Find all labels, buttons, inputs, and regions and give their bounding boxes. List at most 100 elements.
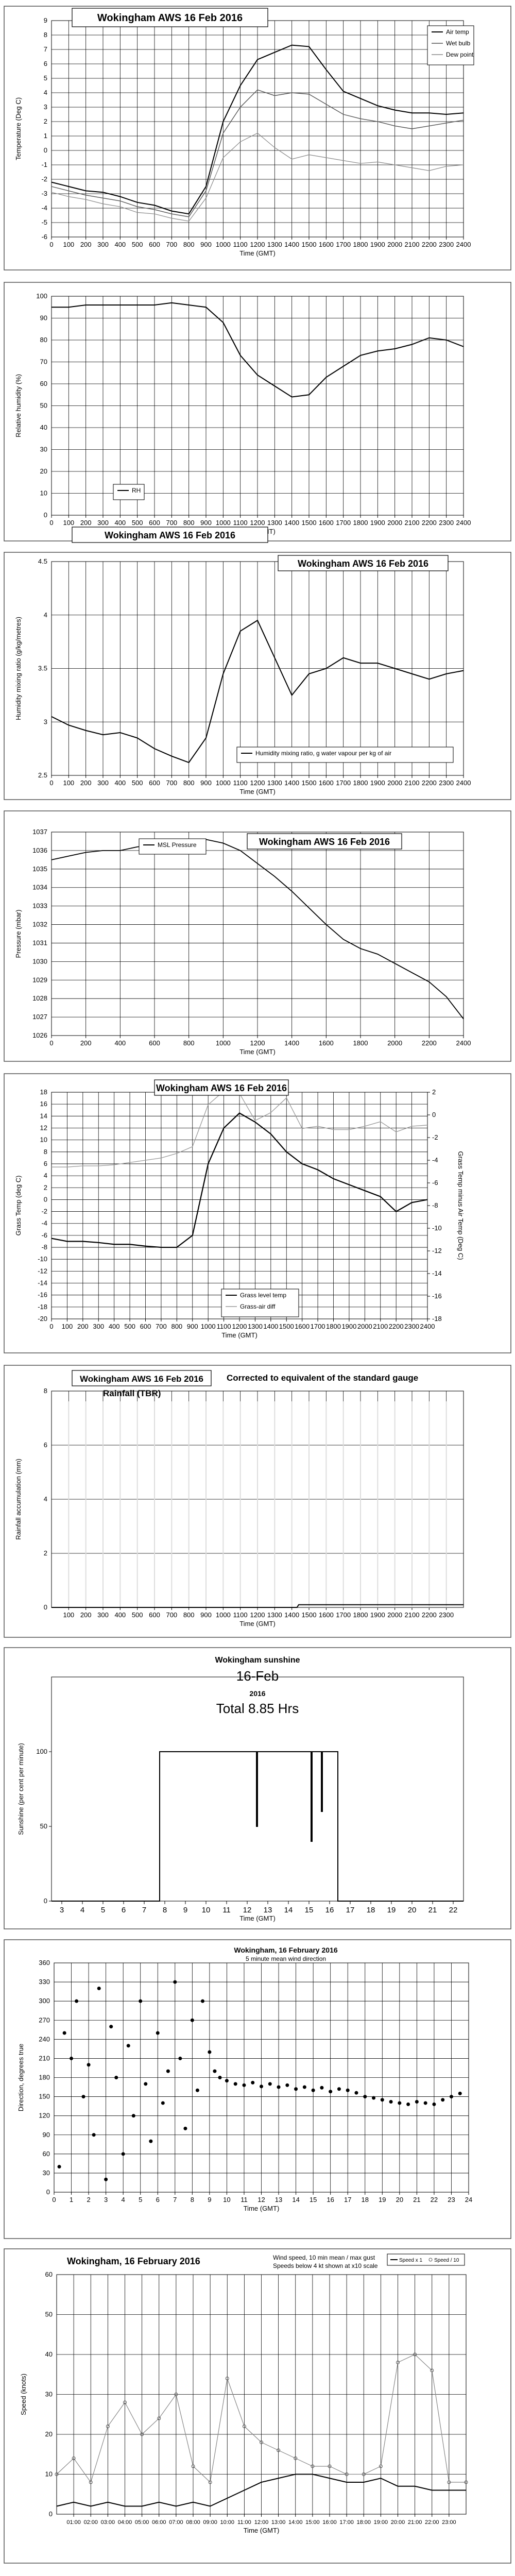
x-tick-label: 200 [80, 1039, 92, 1047]
x-tick-label: 800 [171, 1323, 182, 1330]
chart-panel-1: -6 -5 -4 -3 -2 -1 0 1 2 3 4 5 6 7 8 9 0 100 200 300 400 500 60… [4, 6, 511, 270]
x-tick-label: 1600 [319, 779, 334, 787]
x-tick-label: 1100 [233, 1611, 248, 1619]
x-tick-label: 10:00 [220, 2519, 234, 2526]
chart-title: Wokingham, 16 February 2016 [234, 1946, 337, 1954]
y-tick-label: 0 [44, 1897, 47, 1905]
x-tick-label: 1800 [353, 241, 368, 248]
y-tick-label: 1026 [32, 1031, 47, 1039]
x-tick-label: 1000 [216, 519, 231, 527]
x-tick-label: 0 [52, 2196, 56, 2204]
x-tick-label: 800 [183, 779, 195, 787]
x-tick-label: 1 [70, 2196, 73, 2204]
x-tick-label: 1900 [370, 241, 385, 248]
direction-point [183, 2126, 187, 2130]
x-tick-label: 200 [80, 241, 92, 248]
y2-tick-label: -8 [432, 1201, 438, 1209]
series-label: Rainfall (TBR) [103, 1388, 161, 1398]
direction-point [423, 2101, 427, 2105]
date-label: 16-Feb [236, 1668, 279, 1684]
y-tick-label: 6 [44, 1160, 47, 1167]
x-tick-label: 100 [63, 779, 74, 787]
x-tick-label: 1400 [284, 241, 299, 248]
y-tick-label: 2 [44, 1183, 47, 1191]
x-tick-label: 2400 [456, 779, 471, 787]
title-box [247, 833, 402, 850]
direction-point [285, 2083, 289, 2087]
y-tick-label: 2 [44, 1549, 47, 1557]
legend-label: Air temp [446, 28, 469, 36]
y-tick-label: 0 [44, 146, 47, 154]
chart-panel-4: 1026 1027 1028 1029 1030 1031 1032 1033 1034 1035… [4, 810, 511, 1062]
x-tick-label: 19:00 [374, 2519, 388, 2526]
y-tick-label: 4 [44, 1495, 47, 1503]
chart-subtitle: Wind speed, 10 min mean / max gust [273, 2254, 375, 2261]
x-tick-label: 01:00 [66, 2519, 81, 2526]
legend-label: RH [132, 487, 141, 494]
legend-box [113, 484, 145, 500]
x-tick-label: 2000 [357, 1323, 372, 1330]
y-axis-label: Pressure (mbar) [14, 910, 22, 958]
speed-div10-point [362, 2472, 366, 2476]
x-axis-label: Time (GMT) [239, 249, 276, 257]
legend-box [139, 838, 207, 855]
y-tick-label: 90 [43, 2131, 50, 2139]
x-tick-label: 1200 [250, 519, 265, 527]
direction-point [337, 2087, 341, 2091]
x-tick-label: 07:00 [169, 2519, 183, 2526]
x-tick-label: 100 [62, 1323, 73, 1330]
y2-axis-label: Grass Temp minus Air Temp (Deg C) [457, 1151, 465, 1260]
x-tick-label: 1200 [250, 241, 265, 248]
y-tick-label: 60 [40, 380, 47, 387]
x-tick-label: 22 [431, 2196, 438, 2204]
y-tick-label: 210 [39, 2054, 50, 2062]
y-axis-label: Relative humidity (%) [14, 374, 22, 437]
y-tick-label: 30 [45, 2391, 53, 2398]
y-tick-label: -6 [41, 1231, 47, 1239]
x-tick-label: 1000 [216, 779, 231, 787]
x-tick-label: 2000 [387, 519, 402, 527]
speed-div10-point [396, 2361, 400, 2364]
x-tick-label: 1100 [233, 241, 248, 248]
y-tick-label: -18 [38, 1303, 47, 1311]
y-tick-label: 3 [44, 103, 47, 111]
x-tick-label: 2300 [439, 779, 454, 787]
y-tick-label: -3 [41, 190, 47, 197]
chart-title: Wokingham AWS 16 Feb 2016 [105, 530, 235, 540]
x-tick-label: 2400 [456, 241, 471, 248]
direction-point [458, 2091, 462, 2095]
y-tick-label: -20 [38, 1315, 47, 1323]
speed-div10-point [294, 2456, 298, 2460]
y-tick-label: 8 [44, 1387, 47, 1395]
y-tick-label: 10 [40, 489, 47, 497]
y-tick-label: -6 [41, 233, 47, 241]
direction-point [114, 2076, 118, 2079]
x-tick-label: 10 [202, 1906, 211, 1914]
y-axis-label: Speed (knots) [20, 2374, 27, 2415]
x-tick-label: 8 [191, 2196, 194, 2204]
speed-div10-point [311, 2464, 315, 2468]
speed-div10-point [55, 2472, 59, 2476]
y-tick-label: 100 [36, 292, 47, 300]
x-tick-label: 1500 [302, 779, 317, 787]
y-axis-label: Direction, degrees true [17, 2044, 25, 2112]
x-tick-label: 1600 [319, 241, 334, 248]
x-tick-label: 1500 [302, 241, 317, 248]
speed-div10-point [447, 2480, 451, 2484]
direction-point [354, 2091, 358, 2095]
series-line-2 [51, 89, 464, 217]
x-tick-label: 1500 [279, 1323, 294, 1330]
x-tick-label: 2100 [405, 779, 420, 787]
x-tick-label: 17 [344, 2196, 351, 2204]
y-axis-label: Humidity mixing ratio (g/kg/metres) [14, 617, 22, 720]
x-tick-label: 2200 [422, 519, 437, 527]
y-tick-label: 2.5 [38, 771, 47, 779]
direction-point [406, 2102, 410, 2106]
y-tick-label: 7 [44, 45, 47, 53]
x-tick-label: 700 [166, 1611, 177, 1619]
x-tick-label: 2100 [405, 1611, 420, 1619]
direction-point [156, 2031, 160, 2035]
y2-tick-label: -2 [432, 1133, 438, 1141]
y-tick-label: 0 [46, 2188, 50, 2196]
x-tick-label: 200 [80, 519, 92, 527]
